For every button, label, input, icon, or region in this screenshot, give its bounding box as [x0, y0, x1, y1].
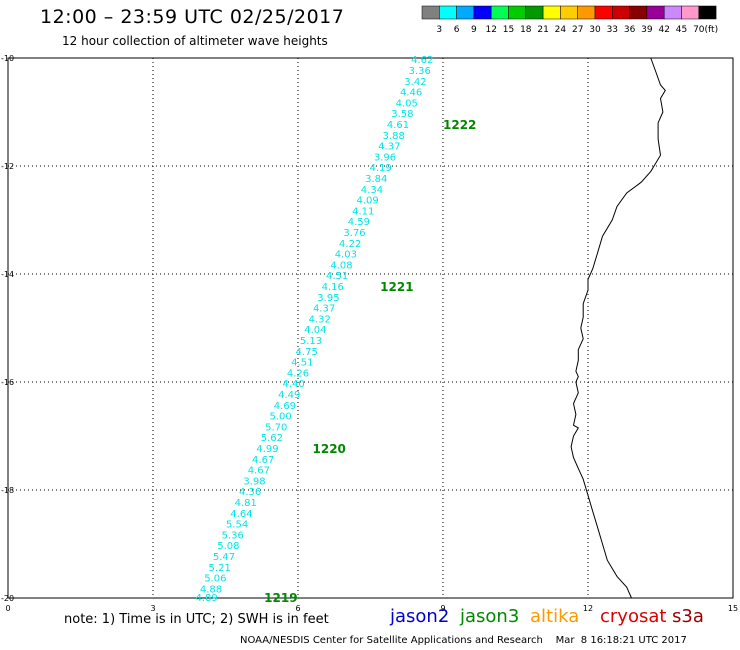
wave-height-label: 4.05	[396, 98, 418, 109]
colorbar-tick-label: 42	[658, 25, 669, 35]
wave-height-label: 4.08	[330, 260, 352, 271]
y-tick-label: -12	[1, 162, 14, 171]
wave-height-label: 4.75	[296, 347, 318, 358]
wave-height-label: 5.13	[300, 336, 322, 347]
wave-height-label: 3.42	[404, 77, 426, 88]
plot-area: 0 3 6 9 12 15-10-12-14-16-18-204.623.363.424.…	[1, 54, 738, 613]
x-tick-label: 6	[295, 604, 300, 613]
wave-height-label: 3.95	[317, 293, 339, 304]
colorbar-tick-label: 33	[607, 25, 618, 35]
color-scale-legend: 3 6 9 12 15 18 21 24 27 30 33 36 39 42 45 70 (ft)	[421, 5, 719, 35]
colorbar-tick-label: 12	[485, 25, 496, 35]
wave-height-label: 4.34	[361, 185, 383, 196]
colorbar-tick-label: 18	[520, 25, 532, 35]
wave-height-label: 4.04	[304, 325, 326, 336]
wave-height-label: 4.37	[378, 142, 400, 153]
wave-height-label: 5.36	[222, 530, 244, 541]
wave-height-label: 4.32	[309, 314, 331, 325]
wave-height-label: 3.58	[391, 109, 413, 120]
satellite-legend-item: s3a	[672, 606, 704, 627]
colorbar-tick-label: 6	[454, 25, 460, 35]
wave-height-label: 4.16	[322, 282, 344, 293]
time-label: 1221	[380, 280, 413, 294]
wave-height-label: 5.47	[213, 552, 235, 563]
wave-height-label: 4.49	[278, 390, 300, 401]
wave-height-label: 4.40	[283, 379, 305, 390]
x-tick-label: 0	[5, 604, 10, 613]
time-label: 1219	[264, 591, 297, 605]
wave-height-label: 3.84	[365, 174, 387, 185]
colorbar-tick-label: 45	[676, 25, 687, 35]
wave-height-label: 3.36	[409, 66, 431, 77]
wave-height-label: 4.67	[248, 466, 270, 477]
wave-height-label: 4.81	[235, 498, 257, 509]
time-label: 1220	[313, 442, 346, 456]
y-tick-label: -18	[1, 486, 14, 495]
wave-height-label: 4.36	[239, 487, 261, 498]
wave-height-label: 4.22	[339, 239, 361, 250]
grid	[8, 58, 733, 598]
wave-height-label: 4.46	[400, 88, 422, 99]
colorbar-tick-label: 27	[572, 25, 583, 35]
wave-height-label: 4.03	[335, 250, 357, 261]
wave-height-label: 4.88	[200, 584, 222, 595]
wave-height-label: 4.26	[287, 368, 309, 379]
wave-height-label: 4.19	[370, 163, 392, 174]
wave-height-label: 4.89	[196, 593, 218, 604]
wave-height-label: 4.62	[411, 55, 433, 66]
x-tick-label: 15	[728, 604, 738, 613]
wave-height-label: 5.70	[265, 422, 287, 433]
y-tick-label: -10	[1, 54, 14, 63]
colorbar-swatch	[698, 5, 717, 20]
x-tick-label: 12	[583, 604, 593, 613]
footer-credit: NOAA/NESDIS Center for Satellite Applica…	[240, 635, 687, 646]
colorbar-tick-label: 3	[436, 25, 442, 35]
colorbar-tick-label: 70	[693, 25, 705, 35]
colorbar-tick-label: 15	[503, 25, 514, 35]
wave-height-label: 4.11	[352, 206, 374, 217]
x-tick-label: 9	[440, 604, 445, 613]
wave-height-label: 5.06	[204, 574, 226, 585]
wave-height-label: 3.76	[343, 228, 365, 239]
wave-height-label: 5.08	[217, 541, 239, 552]
chart-subtitle: 12 hour collection of altimeter wave hei…	[62, 34, 328, 48]
satellite-legend-item: altika	[530, 606, 580, 627]
x-tick-label: 3	[150, 604, 155, 613]
wave-height-label: 4.09	[356, 196, 378, 207]
chart-title: 12:00 – 23:59 UTC 02/25/2017	[40, 6, 345, 28]
wave-height-label: 3.96	[374, 152, 396, 163]
y-tick-label: -20	[1, 594, 14, 603]
wave-height-label: 5.54	[226, 520, 248, 531]
wave-height-label: 4.51	[291, 358, 313, 369]
colorbar-tick-label: 21	[537, 25, 548, 35]
satellite-legend-item: jason3	[460, 606, 520, 627]
wave-height-label: 5.00	[269, 412, 291, 423]
y-tick-label: -16	[1, 378, 14, 387]
wave-height-label: 3.98	[243, 476, 265, 487]
plot-frame	[7, 57, 734, 599]
satellite-legend-item: jason2	[390, 606, 450, 627]
coastline	[570, 57, 666, 599]
colorbar-tick-label: 9	[471, 25, 477, 35]
wave-height-label: 4.64	[230, 509, 252, 520]
colorbar-tick-label: 39	[641, 25, 653, 35]
colorbar-tick-label: 30	[589, 25, 601, 35]
y-tick-label: -14	[1, 270, 14, 279]
wave-height-label: 5.62	[261, 433, 283, 444]
colorbar-tick-label: 24	[555, 25, 567, 35]
wave-height-label: 4.51	[326, 271, 348, 282]
colorbar-unit: (ft)	[705, 25, 719, 35]
wave-height-label: 5.21	[209, 563, 231, 574]
wave-height-label: 4.67	[252, 455, 274, 466]
wave-height-label: 3.88	[383, 131, 405, 142]
wave-height-label: 4.37	[313, 304, 335, 315]
footer-note: note: 1) Time is in UTC; 2) SWH is in fe…	[64, 612, 329, 627]
satellite-legend-item: cryosat	[600, 606, 667, 627]
colorbar-tick-label: 36	[624, 25, 636, 35]
wave-height-label: 4.61	[387, 120, 409, 131]
wave-height-label: 4.99	[256, 444, 278, 455]
time-label: 1222	[443, 118, 476, 132]
wave-height-label: 4.69	[274, 401, 296, 412]
wave-height-label: 4.59	[348, 217, 370, 228]
